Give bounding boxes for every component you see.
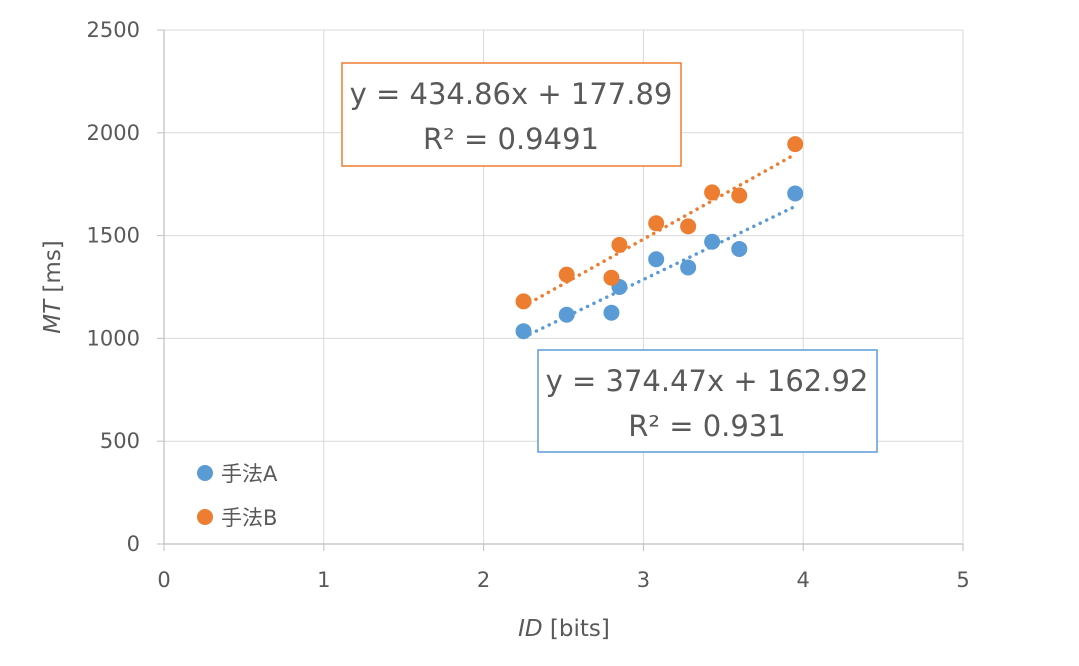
r-squared-a-text: R² = 0.931	[628, 409, 786, 443]
equation-box-a: y = 374.47x + 162.92 R² = 0.931	[537, 349, 878, 453]
axes: 0 1 2 3 4 5 0 500 1000 1500 2000 2500	[87, 18, 970, 592]
equation-box-b: y = 434.86x + 177.89 R² = 0.9491	[341, 62, 682, 167]
data-point-series-1	[787, 136, 804, 153]
data-point-series-0	[603, 304, 620, 321]
x-tick-label: 5	[956, 568, 969, 592]
data-point-series-1	[680, 218, 697, 235]
r-squared-b-text: R² = 0.9491	[423, 122, 599, 156]
legend-marker-b	[197, 509, 213, 525]
x-tick-label: 2	[477, 568, 490, 592]
y-tick-label: 0	[127, 532, 140, 556]
y-tick-label: 1500	[87, 224, 140, 248]
y-tick-label: 2500	[87, 18, 140, 42]
y-axis-title: MT [ms]	[40, 240, 66, 334]
data-point-series-1	[603, 269, 620, 286]
equation-box-a-frame	[537, 349, 878, 453]
legend-label-b: 手法B	[221, 506, 277, 530]
data-point-series-1	[558, 266, 575, 283]
y-tick-label: 2000	[87, 121, 140, 145]
data-point-series-1	[648, 215, 665, 232]
x-axis-title: ID [bits]	[518, 616, 610, 642]
data-point-series-0	[648, 251, 665, 268]
legend-marker-a	[197, 465, 213, 481]
data-point-series-0	[515, 323, 532, 340]
equation-a-text: y = 374.47x + 162.92	[546, 364, 869, 398]
x-tick-label: 4	[797, 568, 810, 592]
data-point-series-0	[680, 259, 697, 276]
legend-label-a: 手法A	[221, 462, 278, 486]
data-point-series-1	[611, 236, 628, 253]
equation-b-text: y = 434.86x + 177.89	[350, 77, 673, 111]
data-point-series-0	[704, 233, 721, 250]
data-point-series-0	[558, 306, 575, 323]
data-points	[515, 136, 804, 340]
x-tick-label: 3	[637, 568, 650, 592]
legend: 手法A 手法B	[197, 462, 278, 530]
data-point-series-1	[515, 293, 532, 310]
data-point-series-1	[704, 184, 721, 201]
x-tick-label: 1	[317, 568, 330, 592]
x-tick-label: 0	[157, 568, 170, 592]
data-point-series-0	[731, 240, 748, 257]
data-point-series-0	[787, 185, 804, 202]
data-point-series-1	[731, 187, 748, 204]
equation-box-b-frame	[341, 62, 682, 167]
y-tick-label: 500	[100, 429, 140, 453]
y-tick-label: 1000	[87, 326, 140, 350]
